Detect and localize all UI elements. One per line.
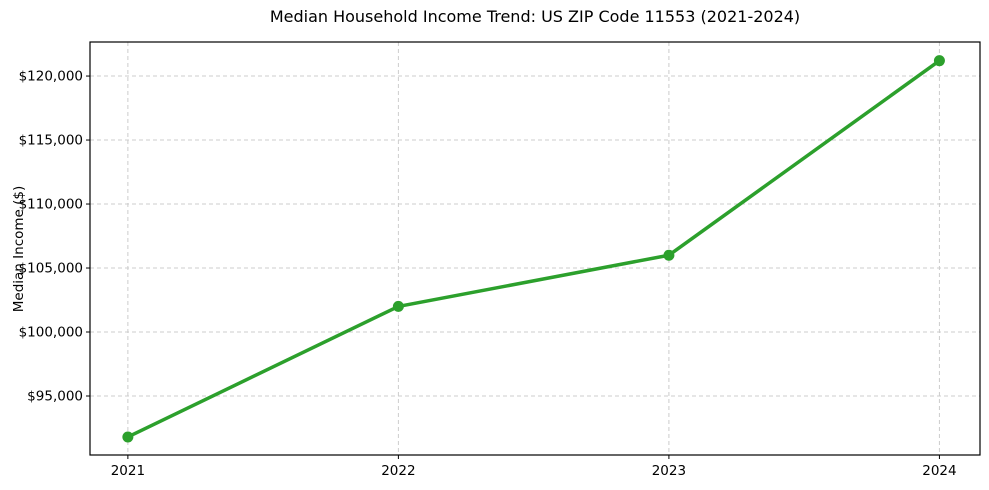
y-tick-label: $100,000 [19,325,83,341]
plot-border [89,41,981,456]
data-point [933,55,945,67]
x-tick-label: 2022 [381,463,415,479]
data-point [122,431,134,443]
chart-title: Median Household Income Trend: US ZIP Co… [269,7,801,26]
x-tick-label: 2023 [652,463,686,479]
data-line [126,58,942,439]
x-tick-label: 2021 [111,463,145,479]
y-tick-label: $95,000 [27,389,83,405]
data-point [392,300,404,312]
y-tick-label: $110,000 [19,197,83,213]
data-point [663,249,675,261]
y-tick-label: $105,000 [19,261,83,277]
y-tick-label: $115,000 [19,133,83,149]
y-tick-label: $120,000 [19,69,83,85]
x-tick-label: 2024 [922,463,956,479]
